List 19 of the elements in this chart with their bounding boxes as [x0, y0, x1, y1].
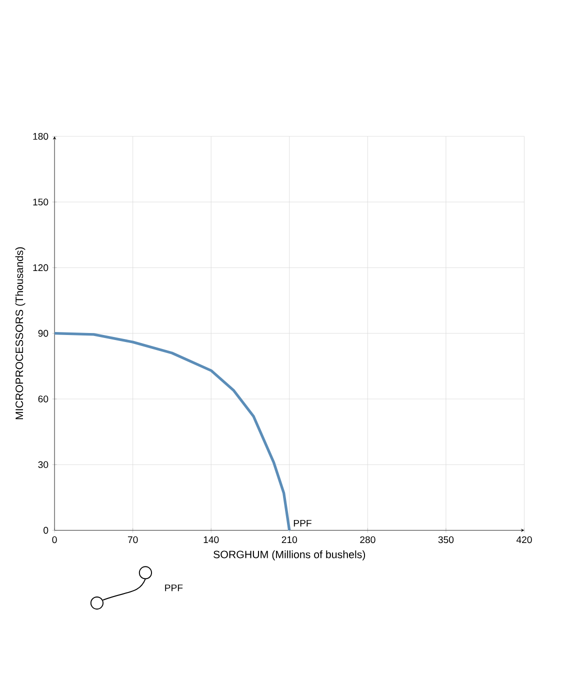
series-label: PPF: [294, 520, 312, 527]
y-tick-label: 30: [38, 461, 48, 468]
x-axis-title: SORGHUM (Millions of bushels): [214, 550, 366, 560]
x-tick-label: 140: [204, 536, 219, 544]
y-tick-label: 60: [38, 396, 48, 402]
y-tick-label: 90: [38, 330, 48, 337]
text: PPF: [165, 584, 183, 592]
y-axis-title: MICROPROCESSORS (Thousands): [15, 247, 26, 420]
x-tick-label: 0: [52, 536, 57, 544]
x-tick-label: 420: [516, 536, 532, 544]
x-tick-label: 280: [360, 536, 376, 544]
y-tick-label: 150: [33, 198, 48, 206]
line-series: [53, 332, 291, 532]
x-tick-label: 210: [282, 536, 298, 544]
x-tick-label: 350: [438, 536, 454, 544]
y-tick-label: 120: [33, 264, 48, 272]
y-tick-label: 180: [33, 132, 48, 140]
x-tick-label: 70: [128, 536, 138, 544]
y-tick-label: 0: [44, 526, 48, 534]
